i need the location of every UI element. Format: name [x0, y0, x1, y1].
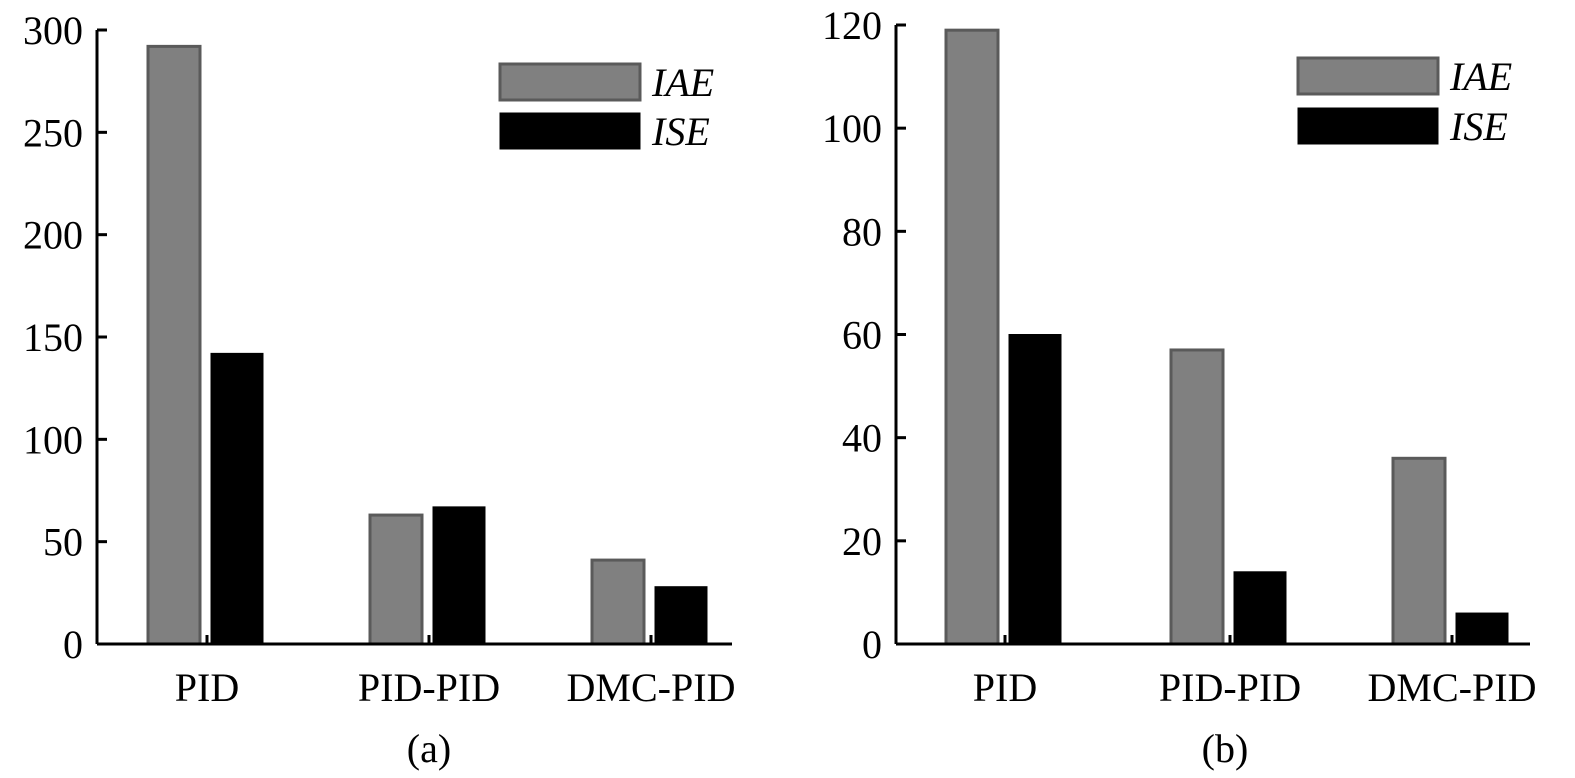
chart-panel-b: 0 20 40 60 80 100 120 PID PID-PID DMC-PID IAE ISE (b… [822, 3, 1536, 771]
y-tick-label: 120 [822, 3, 882, 48]
bar-ise-dmc-pid [654, 586, 708, 645]
chart-panel-a: 0 50 100 150 200 250 300 PID PID-PID DMC-PID IAEIS… [23, 8, 735, 771]
bar-ise-dmc-pid [1455, 612, 1509, 645]
x-category-label: DMC-PID [567, 665, 736, 710]
x-category-label: PID [175, 665, 239, 710]
y-tick-label: 20 [842, 519, 882, 564]
legend-swatch-iae [498, 62, 642, 102]
bar-iae-pid-pid [368, 513, 424, 646]
bar-iae-pid [944, 28, 1000, 646]
x-category-label: PID-PID [1159, 665, 1301, 710]
panel-caption: (a) [407, 726, 451, 771]
y-tick-label: 150 [23, 315, 83, 360]
bar-iae-dmc-pid [590, 558, 646, 646]
y-tick-label: 250 [23, 110, 83, 155]
bar-ise-pid-pid [1233, 571, 1287, 645]
legend-label-ise: ISE [651, 109, 710, 154]
y-tick-label: 300 [23, 8, 83, 53]
bar-iae-pid-pid [1169, 348, 1225, 646]
legend-swatch-ise [499, 112, 641, 150]
y-tick-label: 40 [842, 416, 882, 461]
panel-caption: (b) [1202, 726, 1249, 771]
x-category-label: PID [973, 665, 1037, 710]
bar-iae-pid [146, 44, 202, 646]
legend-label-iae: IAE [1449, 54, 1512, 99]
legend-swatch-iae [1296, 56, 1440, 96]
x-category-label: DMC-PID [1368, 665, 1537, 710]
y-tick-label: 50 [43, 520, 83, 565]
y-tick-label: 100 [822, 106, 882, 151]
legend-label-iae: IAE [651, 60, 714, 105]
y-tick-label: 80 [842, 209, 882, 254]
y-tick-label: 60 [842, 313, 882, 358]
y-tick-label: 100 [23, 417, 83, 462]
bar-ise-pid [210, 352, 264, 645]
legend-label-ise: ISE [1449, 104, 1508, 149]
x-category-label: PID-PID [358, 665, 500, 710]
legend-swatch-ise [1297, 107, 1439, 145]
y-tick-label: 200 [23, 213, 83, 258]
y-tick-label: 0 [63, 622, 83, 667]
bar-ise-pid [1008, 334, 1062, 645]
bar-ise-pid-pid [432, 506, 486, 645]
bar-iae-dmc-pid [1391, 456, 1447, 646]
y-tick-label: 0 [862, 622, 882, 667]
